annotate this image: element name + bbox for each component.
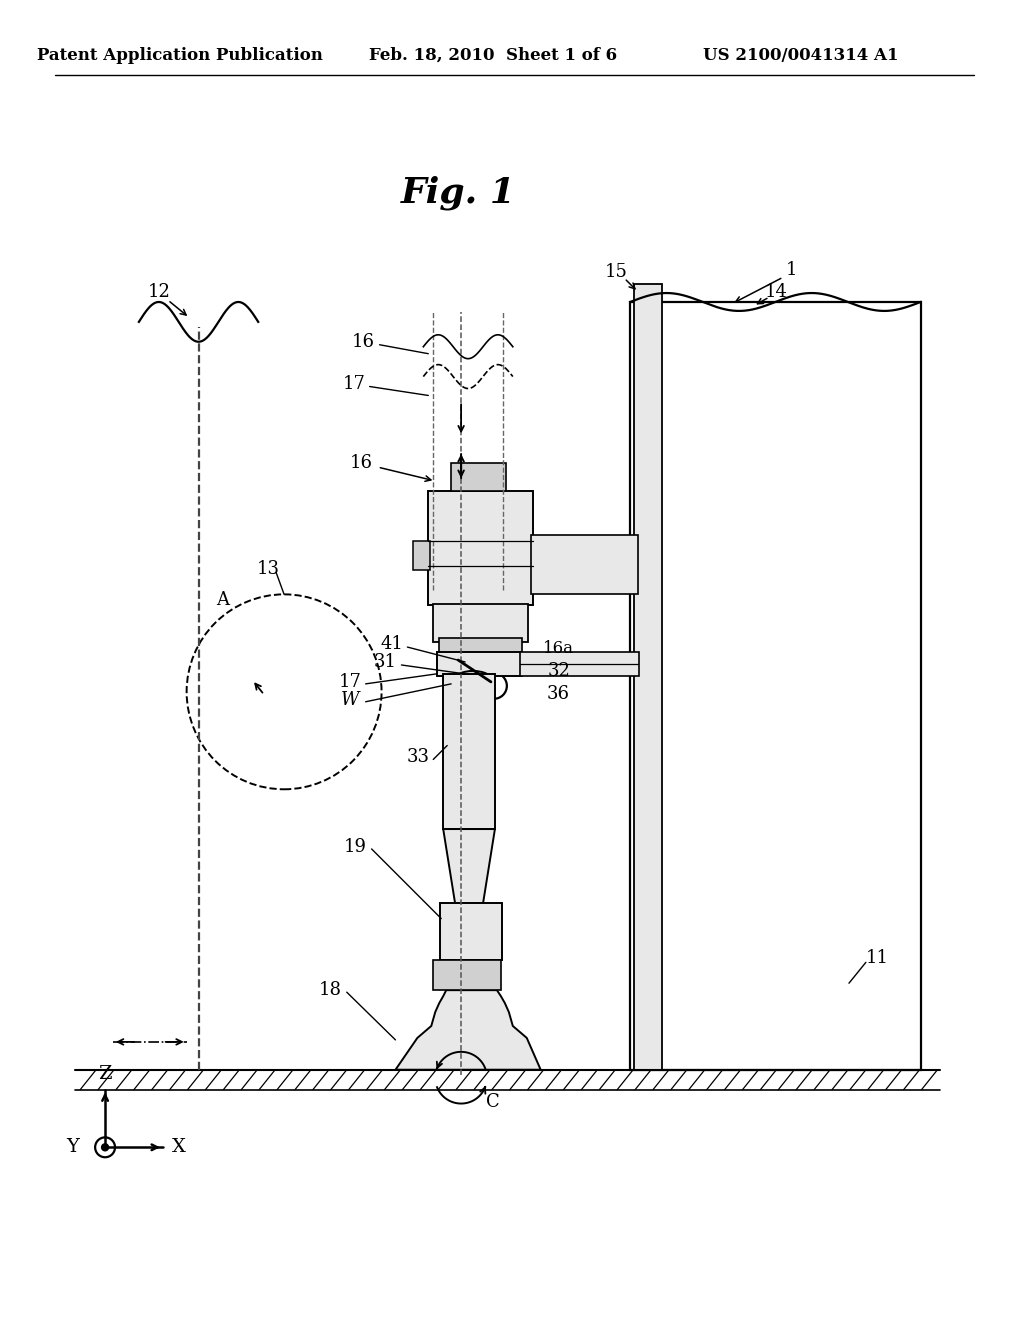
Text: 14: 14 <box>765 282 787 301</box>
Polygon shape <box>443 829 495 904</box>
Text: A: A <box>216 591 229 610</box>
Bar <box>520 652 639 676</box>
Text: 15: 15 <box>605 263 628 281</box>
Text: W: W <box>340 690 359 709</box>
Text: 19: 19 <box>344 838 368 855</box>
Ellipse shape <box>455 671 492 689</box>
Bar <box>433 961 501 990</box>
Bar <box>440 903 502 961</box>
Bar <box>530 535 638 594</box>
Bar <box>452 463 506 491</box>
Text: X: X <box>172 1138 185 1156</box>
Text: US 2100/0041314 A1: US 2100/0041314 A1 <box>703 46 899 63</box>
Text: 41: 41 <box>380 635 402 653</box>
Bar <box>439 638 522 656</box>
Text: Feb. 18, 2010  Sheet 1 of 6: Feb. 18, 2010 Sheet 1 of 6 <box>369 46 617 63</box>
Text: Patent Application Publication: Patent Application Publication <box>37 46 323 63</box>
Text: 32: 32 <box>547 661 570 680</box>
Bar <box>437 652 522 676</box>
Circle shape <box>101 1144 109 1151</box>
Text: 17: 17 <box>342 375 366 392</box>
Bar <box>414 541 430 570</box>
Bar <box>634 284 662 1069</box>
Text: 17: 17 <box>338 673 361 690</box>
Text: 1: 1 <box>785 261 797 279</box>
Text: 11: 11 <box>865 949 888 968</box>
Text: 16: 16 <box>352 333 375 351</box>
Bar <box>428 491 532 606</box>
Bar <box>443 675 495 829</box>
Text: 12: 12 <box>147 282 170 301</box>
Bar <box>433 605 527 642</box>
Text: 16a: 16a <box>543 640 574 656</box>
Text: 33: 33 <box>407 748 430 767</box>
Text: 18: 18 <box>318 981 341 999</box>
Text: 36: 36 <box>547 685 570 702</box>
Text: 13: 13 <box>257 560 280 578</box>
Polygon shape <box>395 990 541 1069</box>
Bar <box>630 302 921 1069</box>
Text: 31: 31 <box>374 653 397 671</box>
Text: 16: 16 <box>350 454 373 473</box>
Text: C: C <box>486 1093 500 1110</box>
Text: Z: Z <box>98 1065 112 1082</box>
Text: Y: Y <box>67 1138 79 1156</box>
Text: Fig. 1: Fig. 1 <box>400 176 516 210</box>
